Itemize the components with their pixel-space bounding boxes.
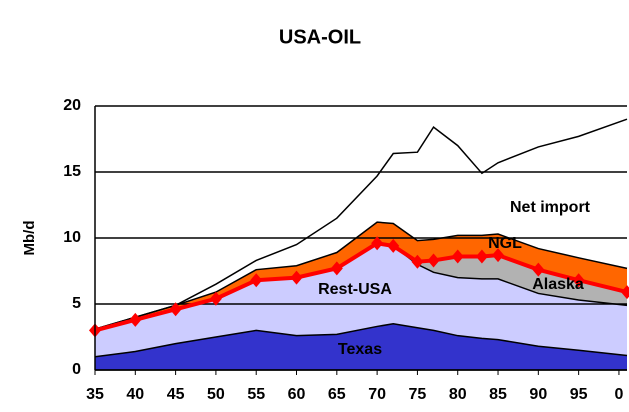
series-label: Texas <box>338 341 382 358</box>
chart-title: USA-OIL <box>279 26 361 48</box>
series-label: Net import <box>510 199 591 216</box>
marker <box>330 261 343 276</box>
x-tick-label: 60 <box>288 386 306 403</box>
marker <box>209 291 222 306</box>
marker <box>387 238 400 253</box>
x-tick-label: 65 <box>328 386 346 403</box>
marker <box>492 248 505 263</box>
y-axis-label: Mb/d <box>21 221 38 256</box>
series-label: Rest-USA <box>318 281 392 298</box>
x-tick-label: 85 <box>489 386 507 403</box>
marker <box>129 312 142 327</box>
marker <box>572 273 585 288</box>
x-tick-label: 90 <box>529 386 547 403</box>
area <box>95 243 627 331</box>
marker <box>169 302 182 317</box>
y-tick-label: 0 <box>72 361 81 378</box>
series-label: NGL <box>488 235 522 252</box>
area <box>95 243 627 357</box>
area-outline <box>94 221 628 330</box>
x-tick-label: 55 <box>247 386 265 403</box>
y-tick-label: 10 <box>63 229 81 246</box>
y-tick-label: 5 <box>72 295 81 312</box>
marker <box>621 285 629 300</box>
x-tick-label: 35 <box>86 386 104 403</box>
area <box>95 222 627 331</box>
marker <box>371 236 384 251</box>
y-tick-label: 20 <box>63 97 81 114</box>
x-tick-label: 80 <box>449 386 467 403</box>
area-outline <box>94 323 628 358</box>
marker <box>451 249 464 264</box>
x-tick-label: 50 <box>207 386 225 403</box>
marker <box>427 253 440 268</box>
marker <box>411 254 424 269</box>
x-tick-label: 45 <box>167 386 185 403</box>
marker <box>532 262 545 277</box>
x-tick-label: 40 <box>126 386 144 403</box>
x-tick-label: 75 <box>409 386 427 403</box>
area-outline <box>94 118 628 330</box>
x-tick-label: 70 <box>368 386 386 403</box>
marker <box>290 270 303 285</box>
y-tick-label: 15 <box>63 163 81 180</box>
marker <box>475 249 488 264</box>
marker <box>250 273 263 288</box>
series-label: Alaska <box>532 276 584 293</box>
x-tick-label: 0 <box>614 386 623 403</box>
x-tick-label: 95 <box>570 386 588 403</box>
